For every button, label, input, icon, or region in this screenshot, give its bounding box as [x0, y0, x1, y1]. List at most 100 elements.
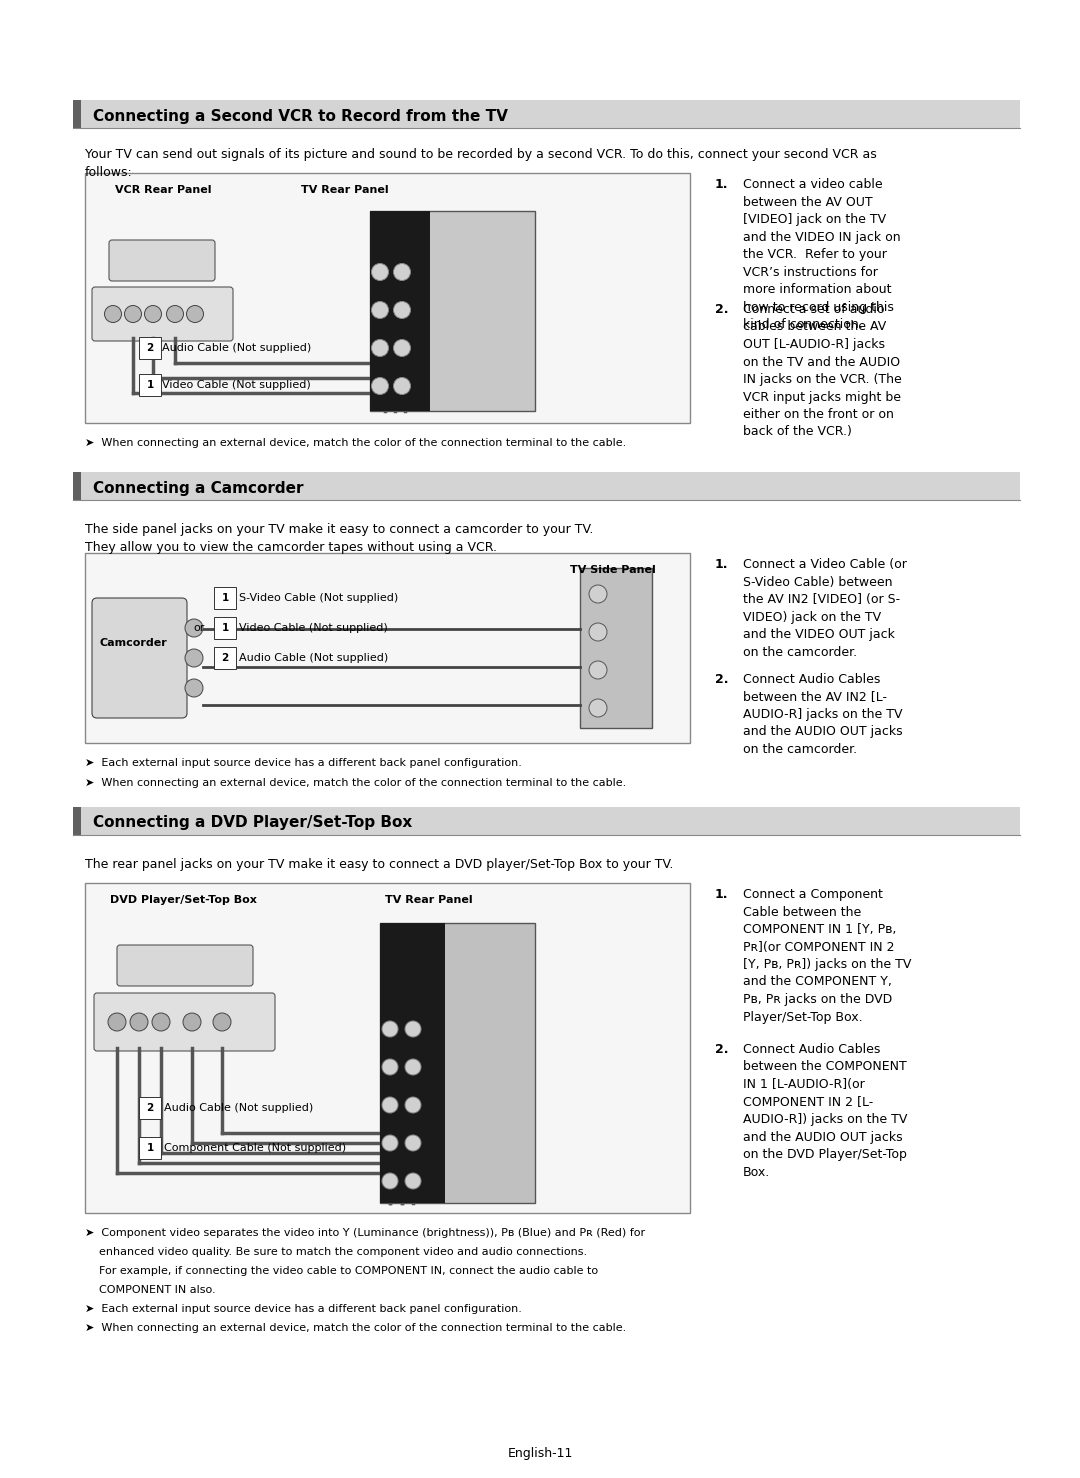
FancyBboxPatch shape — [117, 944, 253, 986]
FancyBboxPatch shape — [81, 471, 1020, 500]
Circle shape — [372, 263, 389, 281]
Circle shape — [372, 340, 389, 356]
Text: or: or — [193, 624, 204, 633]
Text: The side panel jacks on your TV make it easy to connect a camcorder to your TV.
: The side panel jacks on your TV make it … — [85, 523, 593, 554]
Text: TV Rear Panel: TV Rear Panel — [301, 185, 389, 195]
Text: ➤  Each external input source device has a different back panel configuration.: ➤ Each external input source device has … — [85, 1304, 522, 1314]
Circle shape — [393, 263, 410, 281]
Text: Connecting a Camcorder: Connecting a Camcorder — [93, 480, 303, 495]
Text: 1: 1 — [147, 1142, 153, 1153]
FancyBboxPatch shape — [139, 374, 161, 396]
Circle shape — [589, 624, 607, 641]
Text: 1.: 1. — [715, 177, 729, 191]
Circle shape — [589, 699, 607, 717]
Circle shape — [108, 1012, 126, 1032]
Text: Audio Cable (Not supplied): Audio Cable (Not supplied) — [239, 653, 388, 664]
Circle shape — [393, 302, 410, 318]
FancyBboxPatch shape — [81, 101, 1020, 129]
Circle shape — [382, 1174, 399, 1188]
FancyBboxPatch shape — [85, 553, 690, 743]
Text: For example, if connecting the video cable to COMPONENT IN, connect the audio ca: For example, if connecting the video cab… — [85, 1267, 598, 1276]
Text: 2: 2 — [147, 1103, 153, 1113]
Text: Component Cable (Not supplied): Component Cable (Not supplied) — [164, 1142, 346, 1153]
Circle shape — [393, 340, 410, 356]
FancyBboxPatch shape — [370, 211, 535, 411]
FancyBboxPatch shape — [139, 337, 161, 359]
Text: enhanced video quality. Be sure to match the component video and audio connectio: enhanced video quality. Be sure to match… — [85, 1247, 588, 1256]
Circle shape — [589, 585, 607, 603]
Text: 2: 2 — [221, 653, 229, 664]
Circle shape — [372, 302, 389, 318]
Text: VCR Rear Panel: VCR Rear Panel — [114, 185, 212, 195]
Text: COMPONENT IN also.: COMPONENT IN also. — [85, 1284, 216, 1295]
Text: Your TV can send out signals of its picture and sound to be recorded by a second: Your TV can send out signals of its pict… — [85, 148, 877, 179]
Text: Connect Audio Cables
between the COMPONENT
IN 1 [L-AUDIO-R](or
COMPONENT IN 2 [L: Connect Audio Cables between the COMPONE… — [743, 1043, 907, 1178]
Circle shape — [187, 306, 203, 322]
Circle shape — [130, 1012, 148, 1032]
Text: TV Side Panel: TV Side Panel — [570, 565, 656, 575]
FancyBboxPatch shape — [214, 587, 237, 609]
Text: 1.: 1. — [715, 888, 729, 902]
FancyBboxPatch shape — [139, 1097, 161, 1119]
FancyBboxPatch shape — [85, 173, 690, 423]
Circle shape — [185, 678, 203, 698]
FancyBboxPatch shape — [380, 922, 445, 1203]
FancyBboxPatch shape — [73, 807, 81, 835]
Circle shape — [405, 1174, 421, 1188]
Text: ➤  When connecting an external device, match the color of the connection termina: ➤ When connecting an external device, ma… — [85, 777, 626, 788]
Text: Connecting a Second VCR to Record from the TV: Connecting a Second VCR to Record from t… — [93, 108, 508, 124]
Text: Audio Cable (Not supplied): Audio Cable (Not supplied) — [164, 1103, 313, 1113]
Text: 1: 1 — [221, 624, 229, 633]
Text: Connect a video cable
between the AV OUT
[VIDEO] jack on the TV
and the VIDEO IN: Connect a video cable between the AV OUT… — [743, 177, 901, 331]
FancyBboxPatch shape — [94, 993, 275, 1051]
Text: English-11: English-11 — [508, 1447, 572, 1459]
Text: Connect a set of audio
cables between the AV
OUT [L-AUDIO-R] jacks
on the TV and: Connect a set of audio cables between th… — [743, 303, 902, 439]
Text: 2.: 2. — [715, 303, 729, 316]
Circle shape — [405, 1060, 421, 1075]
Circle shape — [405, 1097, 421, 1113]
Circle shape — [372, 377, 389, 395]
FancyBboxPatch shape — [92, 599, 187, 718]
Text: ➤  Component video separates the video into Y (Luminance (brightness)), Pʙ (Blue: ➤ Component video separates the video in… — [85, 1228, 645, 1239]
FancyBboxPatch shape — [109, 239, 215, 281]
Text: 2: 2 — [147, 343, 153, 353]
Circle shape — [405, 1021, 421, 1038]
Circle shape — [145, 306, 162, 322]
Text: Video Cable (Not supplied): Video Cable (Not supplied) — [162, 380, 311, 390]
Text: Connecting a DVD Player/Set-Top Box: Connecting a DVD Player/Set-Top Box — [93, 816, 413, 831]
Circle shape — [393, 377, 410, 395]
FancyBboxPatch shape — [139, 1137, 161, 1159]
Text: 1: 1 — [221, 593, 229, 603]
Text: Connect a Component
Cable between the
COMPONENT IN 1 [Y, Pʙ,
Pʀ](or COMPONENT IN: Connect a Component Cable between the CO… — [743, 888, 912, 1023]
Text: Audio Cable (Not supplied): Audio Cable (Not supplied) — [162, 343, 311, 353]
Circle shape — [382, 1060, 399, 1075]
Text: 1: 1 — [147, 380, 153, 390]
FancyBboxPatch shape — [85, 882, 690, 1213]
Text: The rear panel jacks on your TV make it easy to connect a DVD player/Set-Top Box: The rear panel jacks on your TV make it … — [85, 859, 673, 871]
Text: ➤  When connecting an external device, match the color of the connection termina: ➤ When connecting an external device, ma… — [85, 437, 626, 448]
Text: 2.: 2. — [715, 672, 729, 686]
Circle shape — [213, 1012, 231, 1032]
FancyBboxPatch shape — [370, 211, 430, 411]
Circle shape — [105, 306, 121, 322]
Text: Camcorder: Camcorder — [100, 638, 167, 647]
FancyBboxPatch shape — [380, 922, 535, 1203]
Circle shape — [185, 649, 203, 667]
FancyBboxPatch shape — [214, 647, 237, 670]
Text: ➤  When connecting an external device, match the color of the connection termina: ➤ When connecting an external device, ma… — [85, 1323, 626, 1333]
Circle shape — [152, 1012, 170, 1032]
Circle shape — [382, 1135, 399, 1151]
Circle shape — [405, 1135, 421, 1151]
Circle shape — [382, 1021, 399, 1038]
Text: Connect Audio Cables
between the AV IN2 [L-
AUDIO-R] jacks on the TV
and the AUD: Connect Audio Cables between the AV IN2 … — [743, 672, 903, 757]
Circle shape — [124, 306, 141, 322]
Circle shape — [382, 1097, 399, 1113]
Text: S-Video Cable (Not supplied): S-Video Cable (Not supplied) — [239, 593, 399, 603]
FancyBboxPatch shape — [81, 807, 1020, 835]
Text: TV Rear Panel: TV Rear Panel — [384, 896, 473, 905]
Text: 1.: 1. — [715, 559, 729, 571]
FancyBboxPatch shape — [73, 101, 81, 129]
Text: DVD Player/Set-Top Box: DVD Player/Set-Top Box — [110, 896, 257, 905]
Circle shape — [185, 619, 203, 637]
Circle shape — [589, 661, 607, 678]
